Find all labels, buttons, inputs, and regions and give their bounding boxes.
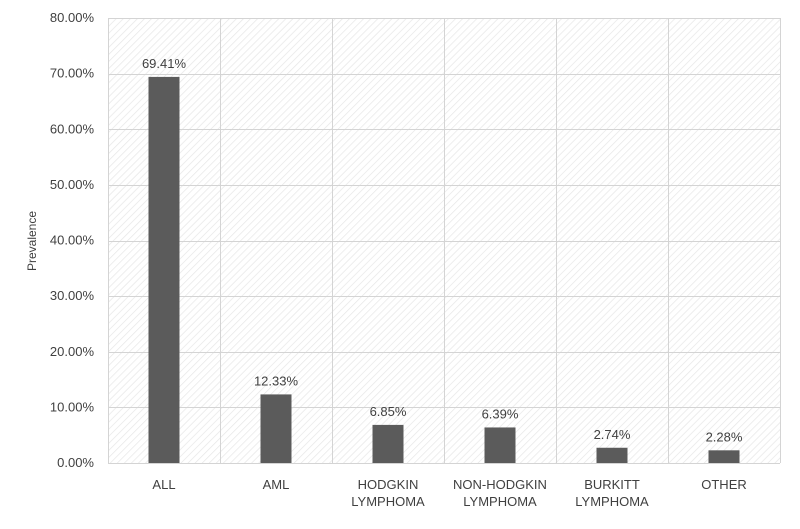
x-tick-label: BURKITT LYMPHOMA	[575, 477, 649, 509]
y-tick-label: 80.00%	[50, 10, 95, 25]
bar	[148, 76, 180, 464]
y-tick-label: 50.00%	[50, 177, 95, 192]
y-tick-label: 20.00%	[50, 344, 95, 359]
y-tick-label: 70.00%	[50, 66, 95, 81]
bars	[148, 76, 740, 464]
y-tick-label: 30.00%	[50, 288, 95, 303]
bar	[596, 447, 628, 463]
bar	[260, 394, 292, 463]
y-tick-label: 0.00%	[57, 455, 94, 470]
x-tick-label: NON-HODGKIN LYMPHOMA	[453, 477, 547, 509]
data-label: 2.74%	[594, 427, 631, 442]
y-tick-label: 40.00%	[50, 233, 95, 248]
data-label: 2.28%	[706, 429, 743, 444]
y-tick-label: 10.00%	[50, 399, 95, 414]
x-tick-label: AML	[263, 477, 290, 492]
data-label: 69.41%	[142, 56, 187, 71]
y-axis-title: Prevalence	[25, 211, 39, 271]
y-tick-label: 60.00%	[50, 121, 95, 136]
x-tick-label: OTHER	[701, 477, 747, 492]
data-label: 6.85%	[370, 404, 407, 419]
x-tick-label: ALL	[152, 477, 175, 492]
grid-lines	[108, 18, 781, 464]
x-tick-label: HODGKIN LYMPHOMA	[351, 477, 425, 509]
bar	[484, 427, 516, 463]
bar	[708, 450, 740, 463]
data-label: 6.39%	[482, 406, 519, 421]
data-label: 12.33%	[254, 373, 299, 388]
y-axis-tick-labels: 0.00% 10.00% 20.00% 30.00% 40.00% 50.00% 60.00…	[50, 10, 95, 470]
bar	[372, 424, 404, 463]
data-labels: 69.41% 12.33% 6.85% 6.39% 2.74% 2.28%	[142, 56, 743, 444]
x-axis-tick-labels: ALL AML HODGKIN LYMPHOMA NON-HODGKIN LYMPHOMA…	[152, 477, 746, 509]
